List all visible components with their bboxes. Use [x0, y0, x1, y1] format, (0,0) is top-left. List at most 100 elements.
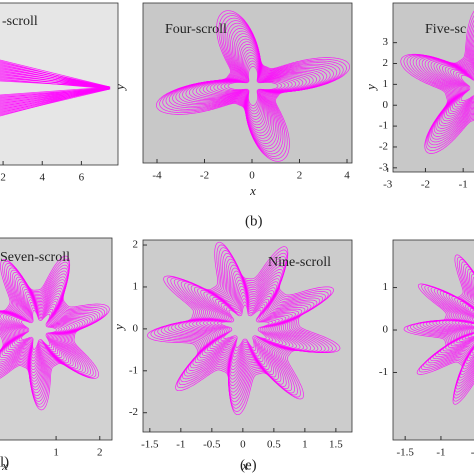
attractor: [156, 10, 350, 162]
trajectory: [427, 52, 474, 129]
x-tick-label: -4: [152, 170, 162, 182]
trajectory: [217, 301, 273, 352]
x-tick-label: 2: [0, 172, 6, 184]
trajectory: [160, 253, 326, 403]
y-tick-label: 2: [133, 239, 139, 251]
y-tick-label: 1: [383, 281, 389, 293]
trajectory: [188, 35, 318, 137]
trajectory: [224, 63, 282, 109]
trajectory: [444, 66, 474, 115]
trajectory: [442, 297, 474, 370]
trajectory: [15, 304, 63, 356]
x-tick-label: -3: [383, 179, 393, 191]
trajectory: [156, 10, 350, 162]
trajectory: [410, 259, 474, 399]
panel-caption: (e): [240, 457, 257, 473]
trajectory: [412, 28, 474, 143]
y-tick-label: 0: [383, 324, 389, 336]
trajectory: [455, 71, 474, 106]
x-tick-label: -2: [421, 179, 430, 191]
x-tick-label: 0: [240, 439, 246, 451]
y-tick-label: -1: [379, 120, 388, 132]
trajectory: [447, 67, 474, 112]
trajectory: [0, 279, 88, 385]
y-tick-label: 2: [383, 57, 389, 69]
trajectory: [209, 52, 297, 120]
trajectory: [445, 299, 474, 367]
trajectory: [426, 271, 474, 384]
trajectory: [202, 46, 304, 126]
x-tick-label: -1.5: [396, 447, 414, 459]
y-tick-label: -3: [379, 161, 389, 173]
trajectory: [400, 10, 474, 154]
y-tick-label: 0: [133, 322, 139, 334]
y-tick-label: -2: [379, 140, 388, 152]
trajectory: [199, 44, 307, 128]
x-tick-label: -1.5: [141, 439, 159, 451]
trajectory: [209, 295, 280, 358]
trajectory: [195, 41, 311, 131]
trajectory: [416, 263, 474, 393]
trajectory: [20, 310, 57, 350]
attractor: [0, 59, 111, 117]
trajectory: [406, 19, 474, 149]
x-tick-label: -0.: [471, 447, 474, 459]
x-tick-label: 0: [249, 170, 255, 182]
panel-title: Seven-scroll: [0, 250, 70, 265]
trajectory: [192, 279, 296, 374]
trajectory: [181, 270, 306, 383]
trajectory: [0, 281, 86, 382]
trajectory: [174, 264, 312, 390]
x-axis-label: x: [249, 183, 256, 198]
trajectory: [164, 255, 322, 399]
x-tick-label: 2: [297, 170, 303, 182]
trajectory: [451, 302, 474, 362]
panel: -3 -2 -1 3 2 1 0 -1 -2 -3 Five-sc y: [363, 2, 474, 191]
trajectory: [227, 66, 279, 106]
x-tick-label: 1: [302, 439, 308, 451]
trajectory: [182, 30, 324, 142]
trajectory: [213, 55, 293, 117]
panel-caption: (b): [245, 213, 263, 229]
trajectory: [0, 255, 110, 411]
trajectory: [195, 282, 293, 370]
trajectory: [415, 33, 474, 140]
trajectory: [419, 266, 474, 390]
trajectory: [433, 61, 474, 124]
panel: 2 4 6 -scroll: [0, 2, 119, 184]
x-tick-label: 1.5: [329, 439, 343, 451]
attractor: [400, 10, 474, 154]
y-tick-label: 1: [383, 78, 389, 90]
y-tick-label: 3: [383, 36, 389, 48]
trajectory: [436, 62, 474, 122]
x-tick-label: -1: [436, 447, 445, 459]
y-tick-label: -1: [129, 364, 138, 376]
y-tick-label: -1: [379, 366, 388, 378]
trajectory: [0, 59, 111, 117]
x-tick-label: -2: [200, 170, 209, 182]
trajectory: [206, 292, 283, 361]
trajectory: [206, 49, 300, 123]
trajectory: [403, 15, 474, 151]
trajectory: [450, 68, 474, 110]
trajectory: [448, 300, 474, 364]
trajectory: [2, 291, 76, 371]
trajectory: [199, 285, 290, 367]
panel-title: Nine-scroll: [268, 255, 331, 270]
y-axis-label: y: [363, 84, 378, 92]
trajectory: [216, 57, 290, 115]
x-tick-label: -1: [459, 179, 468, 191]
x-tick-label: 2: [97, 447, 103, 459]
y-tick-label: 0: [383, 99, 389, 111]
x-tick-label: 0.5: [267, 439, 281, 451]
trajectory: [167, 258, 319, 396]
trajectory: [430, 57, 474, 127]
trajectory: [185, 33, 321, 139]
trajectory: [18, 307, 60, 353]
trajectory: [409, 24, 474, 146]
trajectory: [220, 60, 286, 112]
x-tick-label: -1: [176, 439, 185, 451]
trajectory: [435, 294, 474, 375]
panel: -4 -2 0 2 4 Four-scroll x y (b): [112, 2, 353, 229]
